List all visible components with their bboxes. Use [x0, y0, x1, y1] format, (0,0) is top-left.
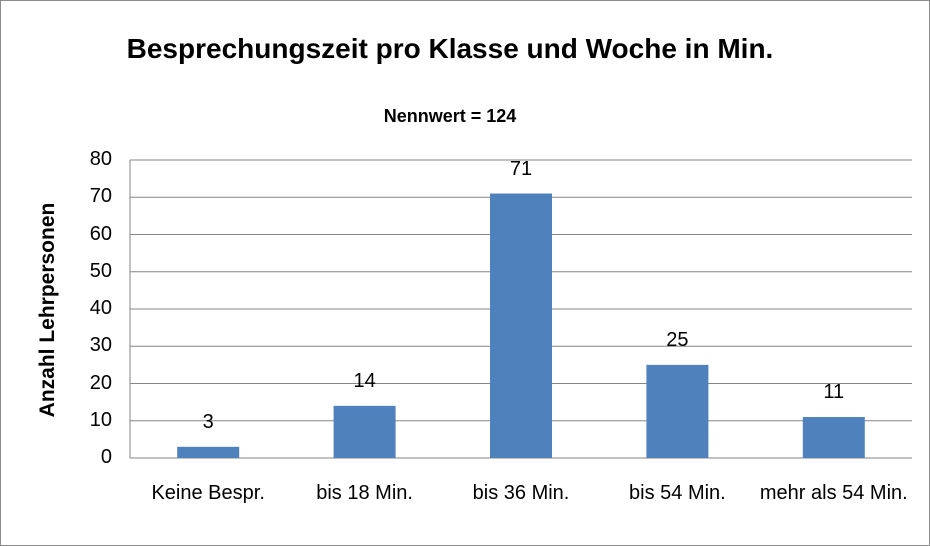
bar: [177, 446, 240, 458]
y-tick-label: 50: [89, 259, 112, 282]
y-tick-label: 60: [89, 222, 112, 245]
chart-subtitle: Nennwert = 124: [383, 106, 517, 126]
bar: [802, 417, 865, 458]
y-tick-label: 30: [89, 334, 112, 357]
value-label: 71: [509, 157, 533, 180]
value-label: 25: [666, 328, 689, 351]
y-tick-label: 0: [100, 446, 112, 468]
value-label: 14: [353, 369, 376, 392]
bar: [490, 193, 552, 458]
x-tick-label: bis 18 Min.: [316, 482, 413, 504]
y-tick-label: 20: [89, 371, 112, 394]
y-tick-label: 10: [89, 408, 112, 431]
value-label: 3: [202, 410, 214, 433]
chart-title: Besprechungszeit pro Klasse und Woche in…: [126, 33, 774, 64]
y-tick-label: 40: [89, 297, 112, 319]
y-axis-title: Anzahl Lehrpersonen: [36, 202, 59, 418]
x-tick-label: mehr als 54 Min.: [759, 482, 908, 504]
bar: [333, 405, 396, 458]
y-tick-label: 70: [89, 185, 112, 208]
x-tick-label: bis 54 Min.: [629, 482, 726, 504]
bar: [646, 364, 709, 458]
value-label: 11: [823, 381, 845, 404]
y-tick-label: 80: [89, 148, 112, 170]
x-tick-label: bis 36 Min.: [472, 482, 570, 504]
x-tick-label: Keine Bespr.: [151, 482, 265, 504]
